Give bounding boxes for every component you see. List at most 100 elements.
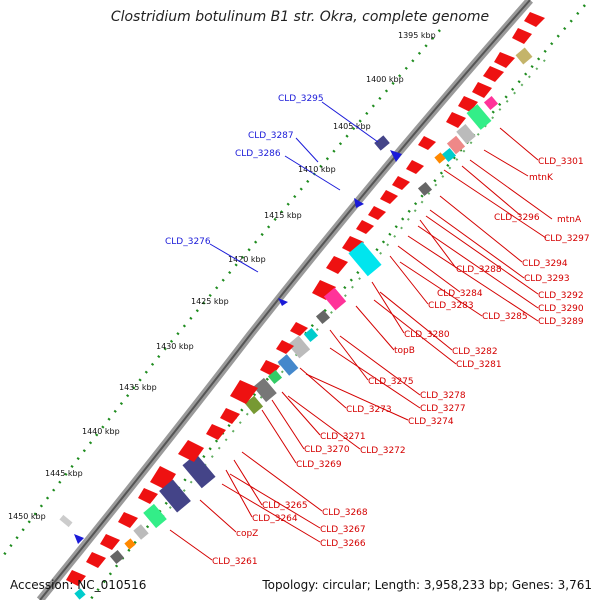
- gene-arrow: [178, 440, 204, 462]
- gene-label: CLD_3294: [522, 259, 568, 269]
- gene-label: CLD_3278: [420, 391, 466, 401]
- kbp-label: 1415 kbp: [264, 211, 302, 220]
- leader-line: [373, 299, 457, 365]
- gene-arrow: [230, 380, 258, 404]
- gene-arrow: [118, 512, 138, 528]
- topology-text: Topology: circular; Length: 3,958,233 bp…: [262, 578, 592, 592]
- leader-line: [199, 499, 237, 533]
- gene-arrow: [342, 236, 364, 254]
- gene-block: [74, 588, 86, 600]
- red-gene-labels: CLD_3301 mtnK CLD_3296 mtnA CLD_3297 CLD…: [212, 157, 590, 567]
- leader-line: [329, 347, 421, 409]
- tick-track-outer: [0, 29, 441, 561]
- gene-label: CLD_3270: [304, 445, 350, 455]
- leader-line: [261, 409, 297, 464]
- gene-arrow: [446, 112, 466, 128]
- gene-block: [253, 377, 277, 403]
- gene-block: [267, 369, 283, 385]
- gene-label: mtnK: [529, 173, 554, 183]
- gene-block: [466, 104, 492, 130]
- gene-block: [303, 327, 319, 343]
- gene-label: CLD_3295: [278, 94, 324, 104]
- gene-block: [315, 309, 331, 325]
- gene-arrow: [392, 176, 410, 190]
- leader-line: [429, 209, 525, 279]
- gene-arrow: [276, 340, 294, 354]
- gene-arrow: [380, 190, 398, 204]
- leader-line: [339, 335, 421, 396]
- gene-block: [159, 479, 191, 513]
- gene-arrow: [290, 322, 308, 336]
- gene-arrow: [74, 534, 84, 544]
- blue-gene-labels: CLD_3295 CLD_3287 CLD_3286 CLD_3276: [165, 94, 324, 247]
- gene-label: CLD_3283: [428, 301, 474, 311]
- gene-arrow: [326, 256, 348, 274]
- kbp-label: 1405 kbp: [333, 122, 371, 131]
- gene-label: CLD_3284: [437, 289, 483, 299]
- gene-arrow: [390, 150, 402, 162]
- leader-line: [371, 281, 405, 334]
- gene-arrow: [524, 12, 545, 27]
- kbp-label: 1400 kbp: [366, 75, 404, 84]
- gene-arrow: [100, 534, 120, 550]
- leader-line: [407, 235, 539, 322]
- gene-label: CLD_3280: [404, 330, 450, 340]
- kbp-labels: 1395 kbp 1400 kbp 1405 kbp 1410 kbp 1415…: [8, 31, 436, 521]
- leader-line: [169, 529, 213, 561]
- gene-arrow: [512, 28, 532, 44]
- gene-arrow: [220, 408, 240, 424]
- gene-block: [244, 395, 264, 415]
- gene-arrow: [494, 52, 515, 68]
- kbp-label: 1430 kbp: [156, 342, 194, 351]
- leader-line: [399, 261, 483, 317]
- blue-leader-lines: [209, 101, 379, 273]
- gene-block: [143, 503, 167, 529]
- gene-label: CLD_3273: [346, 405, 392, 415]
- kbp-label: 1395 kbp: [398, 31, 436, 40]
- leader-line: [439, 195, 523, 263]
- leader-line: [461, 165, 521, 216]
- gene-label: CLD_3293: [524, 274, 570, 284]
- gene-block: [434, 152, 446, 164]
- leader-line: [241, 451, 323, 512]
- gene-arrow: [312, 280, 336, 300]
- gene-label: CLD_3276: [165, 237, 211, 247]
- gene-arrow: [406, 160, 424, 174]
- leader-line: [419, 219, 457, 269]
- gene-label: CLD_3288: [456, 265, 502, 275]
- gene-label: CLD_3269: [296, 460, 342, 470]
- gene-label: CLD_3287: [248, 131, 294, 141]
- leader-line: [389, 255, 429, 305]
- gene-label: CLD_3274: [408, 417, 454, 427]
- gene-label: copZ: [236, 529, 258, 539]
- gene-label: CLD_3267: [320, 525, 366, 535]
- kbp-label: 1450 kbp: [8, 512, 46, 521]
- gene-label: CLD_3296: [494, 213, 540, 223]
- gene-label: CLD_3282: [452, 347, 498, 357]
- leader-line: [229, 473, 321, 529]
- kbp-label: 1440 kbp: [82, 427, 120, 436]
- gene-arrow: [472, 82, 492, 98]
- leader-line: [209, 243, 259, 273]
- gene-label: CLD_3272: [360, 446, 406, 456]
- red-leader-lines: [169, 127, 553, 561]
- gene-arrow: [483, 66, 504, 82]
- gene-block: [348, 241, 382, 277]
- gene-label: CLD_3292: [538, 291, 584, 301]
- map-title: Clostridium botulinum B1 str. Okra, comp…: [110, 9, 490, 25]
- gene-label: CLD_3297: [544, 234, 590, 244]
- leader-line: [271, 399, 305, 450]
- leader-line: [379, 291, 453, 351]
- gene-block: [323, 287, 347, 311]
- gene-label: CLD_3285: [482, 312, 528, 322]
- gene-arrow: [138, 488, 158, 504]
- gene-label: CLD_3261: [212, 557, 258, 567]
- gene-block: [287, 335, 311, 359]
- gene-label: CLD_3290: [538, 304, 584, 314]
- gene-block: [133, 524, 149, 540]
- gene-block: [124, 538, 136, 550]
- gene-label: CLD_3286: [235, 149, 281, 159]
- leader-line: [284, 155, 341, 191]
- gene-arrow: [356, 220, 374, 234]
